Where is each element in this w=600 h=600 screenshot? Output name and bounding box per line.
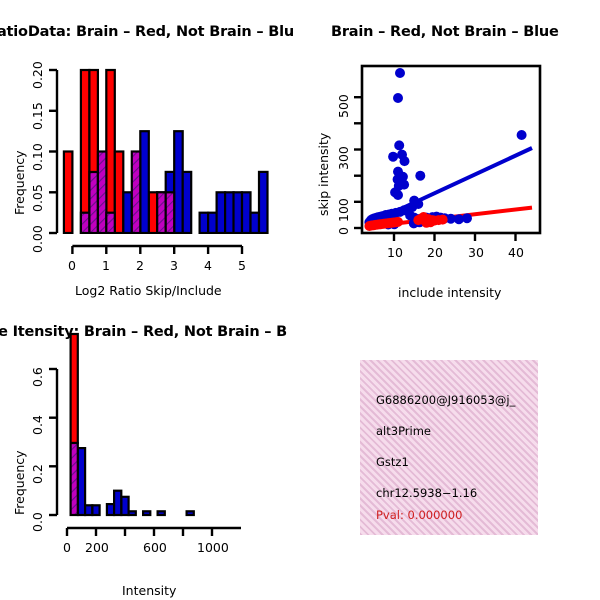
histogram-gene-svg xyxy=(49,332,241,536)
histogram-ratio-xtick-3: 3 xyxy=(170,258,178,273)
scatter-xtick-20: 20 xyxy=(427,245,443,260)
histogram-gene-xtick-200: 200 xyxy=(85,540,109,555)
histogram-gene-ytick-0: 0.0 xyxy=(30,512,45,532)
histogram-ratio-xtick-2: 2 xyxy=(136,258,144,273)
scatter-xlabel: include intensity xyxy=(398,285,502,300)
histogram-ratio-ytick-3: 0.15 xyxy=(30,102,45,130)
panel-histogram-gene: ne Itensity: Brain – Red, Not Brain – B … xyxy=(0,300,300,600)
histogram-gene-xtick-1000: 1000 xyxy=(197,540,229,555)
histogram-ratio-xtick-1: 1 xyxy=(102,258,110,273)
histogram-ratio-ytick-2: 0.10 xyxy=(30,143,45,171)
info-line-locus: chr12.5938−1.16 xyxy=(376,486,478,500)
info-line-pval: Pval: 0.000000 xyxy=(376,508,463,522)
histogram-ratio-ytick-1: 0.05 xyxy=(30,184,45,212)
histogram-gene-ytick-2: 0.4 xyxy=(30,415,45,435)
histogram-ratio-ytick-4: 0.20 xyxy=(30,61,45,89)
histogram-ratio-svg xyxy=(49,68,269,254)
histogram-gene-xtick-600: 600 xyxy=(143,540,167,555)
info-box-background xyxy=(360,360,538,535)
histogram-ratio-title: RatioData: Brain – Red, Not Brain – Blu xyxy=(0,24,295,40)
info-line-gene-symbol: Gstz1 xyxy=(376,455,409,469)
histogram-ratio-xtick-5: 5 xyxy=(238,258,246,273)
histogram-ratio-xtick-0: 0 xyxy=(68,258,76,273)
scatter-xtick-10: 10 xyxy=(387,245,403,260)
histogram-gene-xlabel: Intensity xyxy=(122,583,177,598)
scatter-ytick-100: 100 xyxy=(336,198,351,222)
panel-histogram-ratio: RatioData: Brain – Red, Not Brain – Blu … xyxy=(0,0,300,300)
scatter-svg xyxy=(354,64,542,241)
panel-scatter-intensity: Brain – Red, Not Brain – Blue skip inten… xyxy=(300,0,600,300)
histogram-ratio-xtick-4: 4 xyxy=(204,258,212,273)
scatter-xtick-40: 40 xyxy=(508,245,524,260)
panel-info: G6886200@J916053@j_ alt3Prime Gstz1 chr1… xyxy=(300,300,600,600)
info-line-probe: G6886200@J916053@j_ xyxy=(376,393,516,407)
scatter-xtick-30: 30 xyxy=(468,245,484,260)
histogram-ratio-ytick-0: 0.00 xyxy=(30,225,45,253)
histogram-gene-ytick-1: 0.2 xyxy=(30,464,45,484)
scatter-ytick-300: 300 xyxy=(336,146,351,170)
info-line-event-type: alt3Prime xyxy=(376,424,432,438)
histogram-gene-ytick-3: 0.6 xyxy=(30,367,45,387)
scatter-title: Brain – Red, Not Brain – Blue xyxy=(331,24,559,40)
histogram-ratio-xlabel: Log2 Ratio Skip/Include xyxy=(75,283,222,298)
scatter-ytick-500: 500 xyxy=(336,94,351,118)
histogram-gene-xtick-0: 0 xyxy=(63,540,71,555)
scatter-ytick-0: 0 xyxy=(336,227,351,235)
